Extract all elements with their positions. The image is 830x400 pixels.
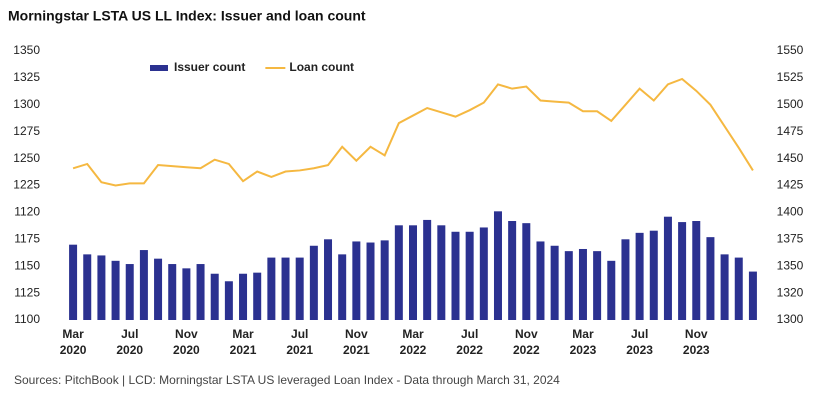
y-tick-label: 1275 [13,124,40,138]
y-tick-label: 1120 [14,205,40,219]
legend-swatch [150,65,168,71]
bar [239,273,248,320]
bar [97,255,106,320]
bar [196,264,205,320]
bar [465,231,474,320]
bar [451,231,460,320]
y-tick-label: 1125 [14,285,40,299]
bar [649,230,658,320]
x-tick-label: Jul 2020 [116,327,144,357]
y2-tick-label: 1550 [777,43,804,57]
y-tick-label: 1300 [13,97,40,111]
bar [522,223,531,320]
bar [324,239,333,320]
bar [210,273,219,320]
bar [621,239,630,320]
y-tick-label: 1250 [13,151,40,165]
bar [139,250,148,320]
x-tick-label: Jul 2022 [456,327,483,357]
y-tick-label: 1350 [13,43,40,57]
x-tick-label: Mar 2020 [59,327,87,357]
bar [224,281,233,320]
bar [734,257,743,320]
bar [125,264,134,320]
x-tick-label: Nov 2021 [342,327,370,357]
y2-tick-label: 1400 [777,205,804,219]
source-note: Sources: PitchBook | LCD: Morningstar LS… [14,373,560,387]
bar [493,211,502,320]
bar [83,254,92,320]
y-tick-label: 1325 [13,70,40,84]
bar [663,216,672,320]
bar [338,254,347,320]
y-tick-label: 1150 [14,258,40,272]
bar [607,260,616,320]
y2-tick-label: 1375 [777,231,804,245]
chart-title: Morningstar LSTA US LL Index: Issuer and… [8,8,366,24]
bar [564,251,573,320]
bar [423,219,432,320]
bar [182,268,191,320]
bar [508,221,517,320]
bar [678,222,687,320]
y2-tick-label: 1450 [777,151,804,165]
bar [409,225,417,320]
legend-label: Loan count [289,60,354,74]
bar [281,257,290,320]
y2-tick-label: 1500 [777,97,804,111]
x-tick-label: Nov 2023 [682,327,710,357]
bar [748,271,757,320]
bar [309,245,318,320]
bar [550,245,559,320]
x-tick-label: Nov 2020 [173,327,200,357]
bar [536,241,545,320]
y-tick-label: 1100 [14,312,40,326]
bar [154,258,163,320]
y2-tick-label: 1525 [777,70,804,84]
y-tick-label: 1225 [13,178,40,192]
bar [720,254,729,320]
x-tick-label: Mar 2022 [399,327,427,357]
bar [295,257,304,320]
bar [394,225,403,320]
y2-tick-label: 1300 [777,312,804,326]
y2-tick-label: 1475 [777,124,804,138]
bar [267,257,276,320]
x-tick-label: Mar 2021 [229,327,257,357]
bar [380,240,389,320]
legend-label: Issuer count [174,60,245,74]
y-tick-label: 1175 [14,231,40,245]
bar [168,264,177,320]
bar [593,251,602,320]
bar [253,272,262,320]
x-tick-label: Mar 2023 [569,327,597,357]
bar [366,242,375,320]
x-tick-label: Jul 2023 [626,327,653,357]
bar [69,244,78,320]
bar [706,237,715,320]
y2-tick-label: 1350 [777,258,804,272]
line [72,77,754,187]
x-tick-label: Jul 2021 [286,327,314,357]
bar [111,260,120,320]
x-tick-label: Nov 2022 [512,327,540,357]
bar [437,225,446,320]
bar [479,227,488,320]
bar [352,241,361,320]
bar [692,221,701,320]
bar [578,248,587,320]
y2-tick-label: 1320 [777,285,804,299]
y2-tick-label: 1425 [777,178,804,192]
bar [635,232,644,320]
